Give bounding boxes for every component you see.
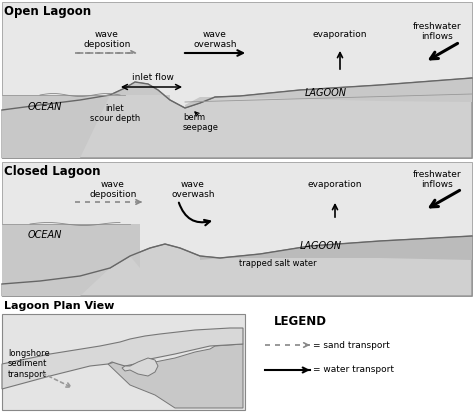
Text: LAGOON: LAGOON xyxy=(305,88,347,98)
Text: longshore
sediment
transport: longshore sediment transport xyxy=(8,349,50,379)
Bar xyxy=(2,314,245,410)
Polygon shape xyxy=(2,82,170,158)
Polygon shape xyxy=(185,78,472,108)
Text: wave
overwash: wave overwash xyxy=(193,30,237,49)
Text: OCEAN: OCEAN xyxy=(28,230,63,240)
Text: Open Lagoon: Open Lagoon xyxy=(4,5,91,18)
Text: wave
deposition: wave deposition xyxy=(83,30,131,49)
Text: wave
deposition: wave deposition xyxy=(89,180,137,199)
Bar xyxy=(2,2,472,158)
Text: evaporation: evaporation xyxy=(313,30,367,39)
Text: OCEAN: OCEAN xyxy=(28,102,63,112)
Text: berm
seepage: berm seepage xyxy=(183,113,219,132)
Text: freshwater
inflows: freshwater inflows xyxy=(413,22,461,41)
Text: trapped salt water: trapped salt water xyxy=(239,258,317,267)
Text: = water transport: = water transport xyxy=(313,365,394,375)
Text: LAGOON: LAGOON xyxy=(300,241,342,251)
Polygon shape xyxy=(2,78,472,158)
Text: Lagoon Plan View: Lagoon Plan View xyxy=(4,301,114,311)
Polygon shape xyxy=(2,236,472,296)
Text: = sand transport: = sand transport xyxy=(313,340,390,349)
Text: Closed Lagoon: Closed Lagoon xyxy=(4,165,100,178)
Polygon shape xyxy=(2,224,140,296)
Text: evaporation: evaporation xyxy=(308,180,362,189)
Text: LEGEND: LEGEND xyxy=(273,315,327,328)
Polygon shape xyxy=(108,344,243,408)
Text: freshwater
inflows: freshwater inflows xyxy=(413,170,461,190)
Text: inlet
scour depth: inlet scour depth xyxy=(90,104,140,124)
Polygon shape xyxy=(122,358,158,376)
Polygon shape xyxy=(200,236,472,260)
Polygon shape xyxy=(2,328,243,389)
Text: inlet flow: inlet flow xyxy=(132,73,174,82)
Bar xyxy=(2,162,472,296)
Text: wave
overwash: wave overwash xyxy=(171,180,215,199)
